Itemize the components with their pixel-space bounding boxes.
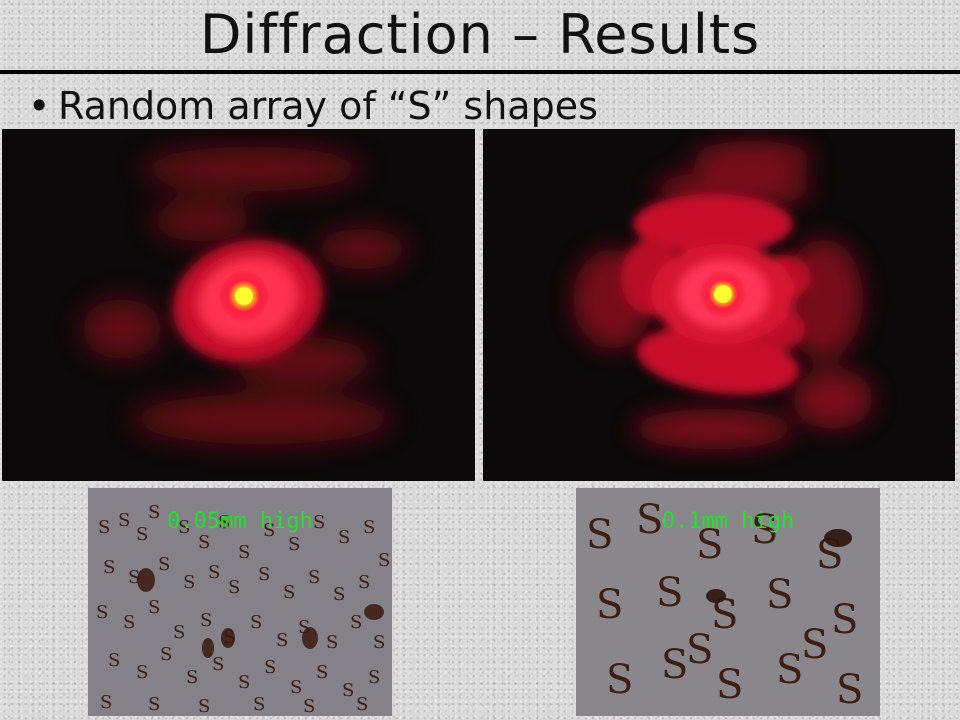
- slide-title: Diffraction – Results: [199, 3, 761, 66]
- svg-text:S: S: [218, 512, 230, 533]
- svg-text:S: S: [263, 520, 275, 541]
- svg-text:S: S: [596, 582, 623, 628]
- svg-text:S: S: [303, 696, 315, 716]
- svg-text:S: S: [326, 632, 338, 653]
- svg-text:S: S: [96, 602, 108, 623]
- svg-text:S: S: [636, 497, 663, 543]
- bullet-text: Random array of “S” shapes: [58, 84, 598, 128]
- svg-text:S: S: [338, 527, 350, 548]
- sample-caption: 0.1mm high: [661, 509, 795, 534]
- svg-text:S: S: [103, 557, 115, 578]
- svg-text:S: S: [276, 630, 288, 651]
- svg-text:S: S: [661, 642, 688, 688]
- svg-text:S: S: [100, 692, 112, 713]
- svg-text:S: S: [136, 524, 148, 545]
- svg-text:S: S: [378, 550, 390, 571]
- svg-text:S: S: [258, 564, 270, 585]
- svg-text:S: S: [228, 577, 240, 598]
- svg-text:S: S: [250, 612, 262, 633]
- svg-text:S: S: [148, 597, 160, 618]
- svg-text:S: S: [238, 672, 250, 693]
- svg-text:S: S: [158, 554, 170, 575]
- svg-text:S: S: [160, 644, 172, 665]
- svg-text:S: S: [350, 612, 362, 633]
- svg-text:S: S: [586, 512, 613, 558]
- svg-text:S: S: [606, 657, 633, 703]
- svg-text:S: S: [751, 507, 778, 553]
- svg-text:S: S: [356, 694, 368, 715]
- svg-text:S: S: [108, 650, 120, 671]
- svg-text:S: S: [308, 567, 320, 588]
- svg-text:S: S: [342, 680, 354, 701]
- svg-text:S: S: [198, 532, 210, 553]
- svg-text:S: S: [208, 562, 220, 583]
- svg-text:S: S: [696, 522, 723, 568]
- svg-text:S: S: [118, 510, 130, 531]
- svg-text:S: S: [836, 667, 863, 713]
- title-divider: [0, 70, 960, 74]
- svg-text:S: S: [373, 632, 385, 653]
- svg-text:S: S: [264, 657, 276, 678]
- svg-text:S: S: [283, 582, 295, 603]
- svg-text:S: S: [288, 534, 300, 555]
- svg-text:S: S: [656, 570, 683, 616]
- svg-text:S: S: [716, 662, 743, 708]
- svg-text:S: S: [183, 572, 195, 593]
- svg-text:S: S: [333, 584, 345, 605]
- svg-text:S: S: [290, 677, 302, 698]
- diffraction-pattern-svg: [2, 129, 475, 481]
- svg-text:S: S: [238, 542, 250, 563]
- diffraction-pattern-small-image: [2, 129, 475, 481]
- svg-text:S: S: [136, 662, 148, 683]
- svg-text:S: S: [831, 597, 858, 643]
- svg-text:S: S: [686, 627, 713, 673]
- svg-text:S: S: [178, 517, 190, 538]
- svg-text:S: S: [198, 696, 210, 716]
- diffraction-pattern-svg: [483, 129, 955, 481]
- svg-text:S: S: [316, 662, 328, 683]
- svg-text:S: S: [200, 610, 212, 631]
- svg-text:S: S: [123, 612, 135, 633]
- svg-text:S: S: [363, 517, 375, 538]
- svg-text:S: S: [776, 647, 803, 693]
- diffraction-pattern-large-image: [483, 129, 955, 481]
- svg-text:S: S: [148, 502, 160, 523]
- svg-text:S: S: [253, 694, 265, 715]
- svg-text:S: S: [766, 572, 793, 618]
- bullet-marker: •: [28, 84, 51, 128]
- svg-text:S: S: [801, 622, 828, 668]
- bullet-item: • Random array of “S” shapes: [28, 80, 598, 132]
- svg-text:S: S: [186, 667, 198, 688]
- svg-text:S: S: [313, 512, 325, 533]
- sample-caption: 0.05mm high: [167, 509, 313, 534]
- svg-text:S: S: [212, 654, 224, 675]
- svg-text:S: S: [98, 517, 110, 538]
- svg-text:S: S: [173, 622, 185, 643]
- svg-text:S: S: [368, 667, 380, 688]
- svg-text:S: S: [148, 694, 160, 715]
- svg-text:S: S: [358, 572, 370, 593]
